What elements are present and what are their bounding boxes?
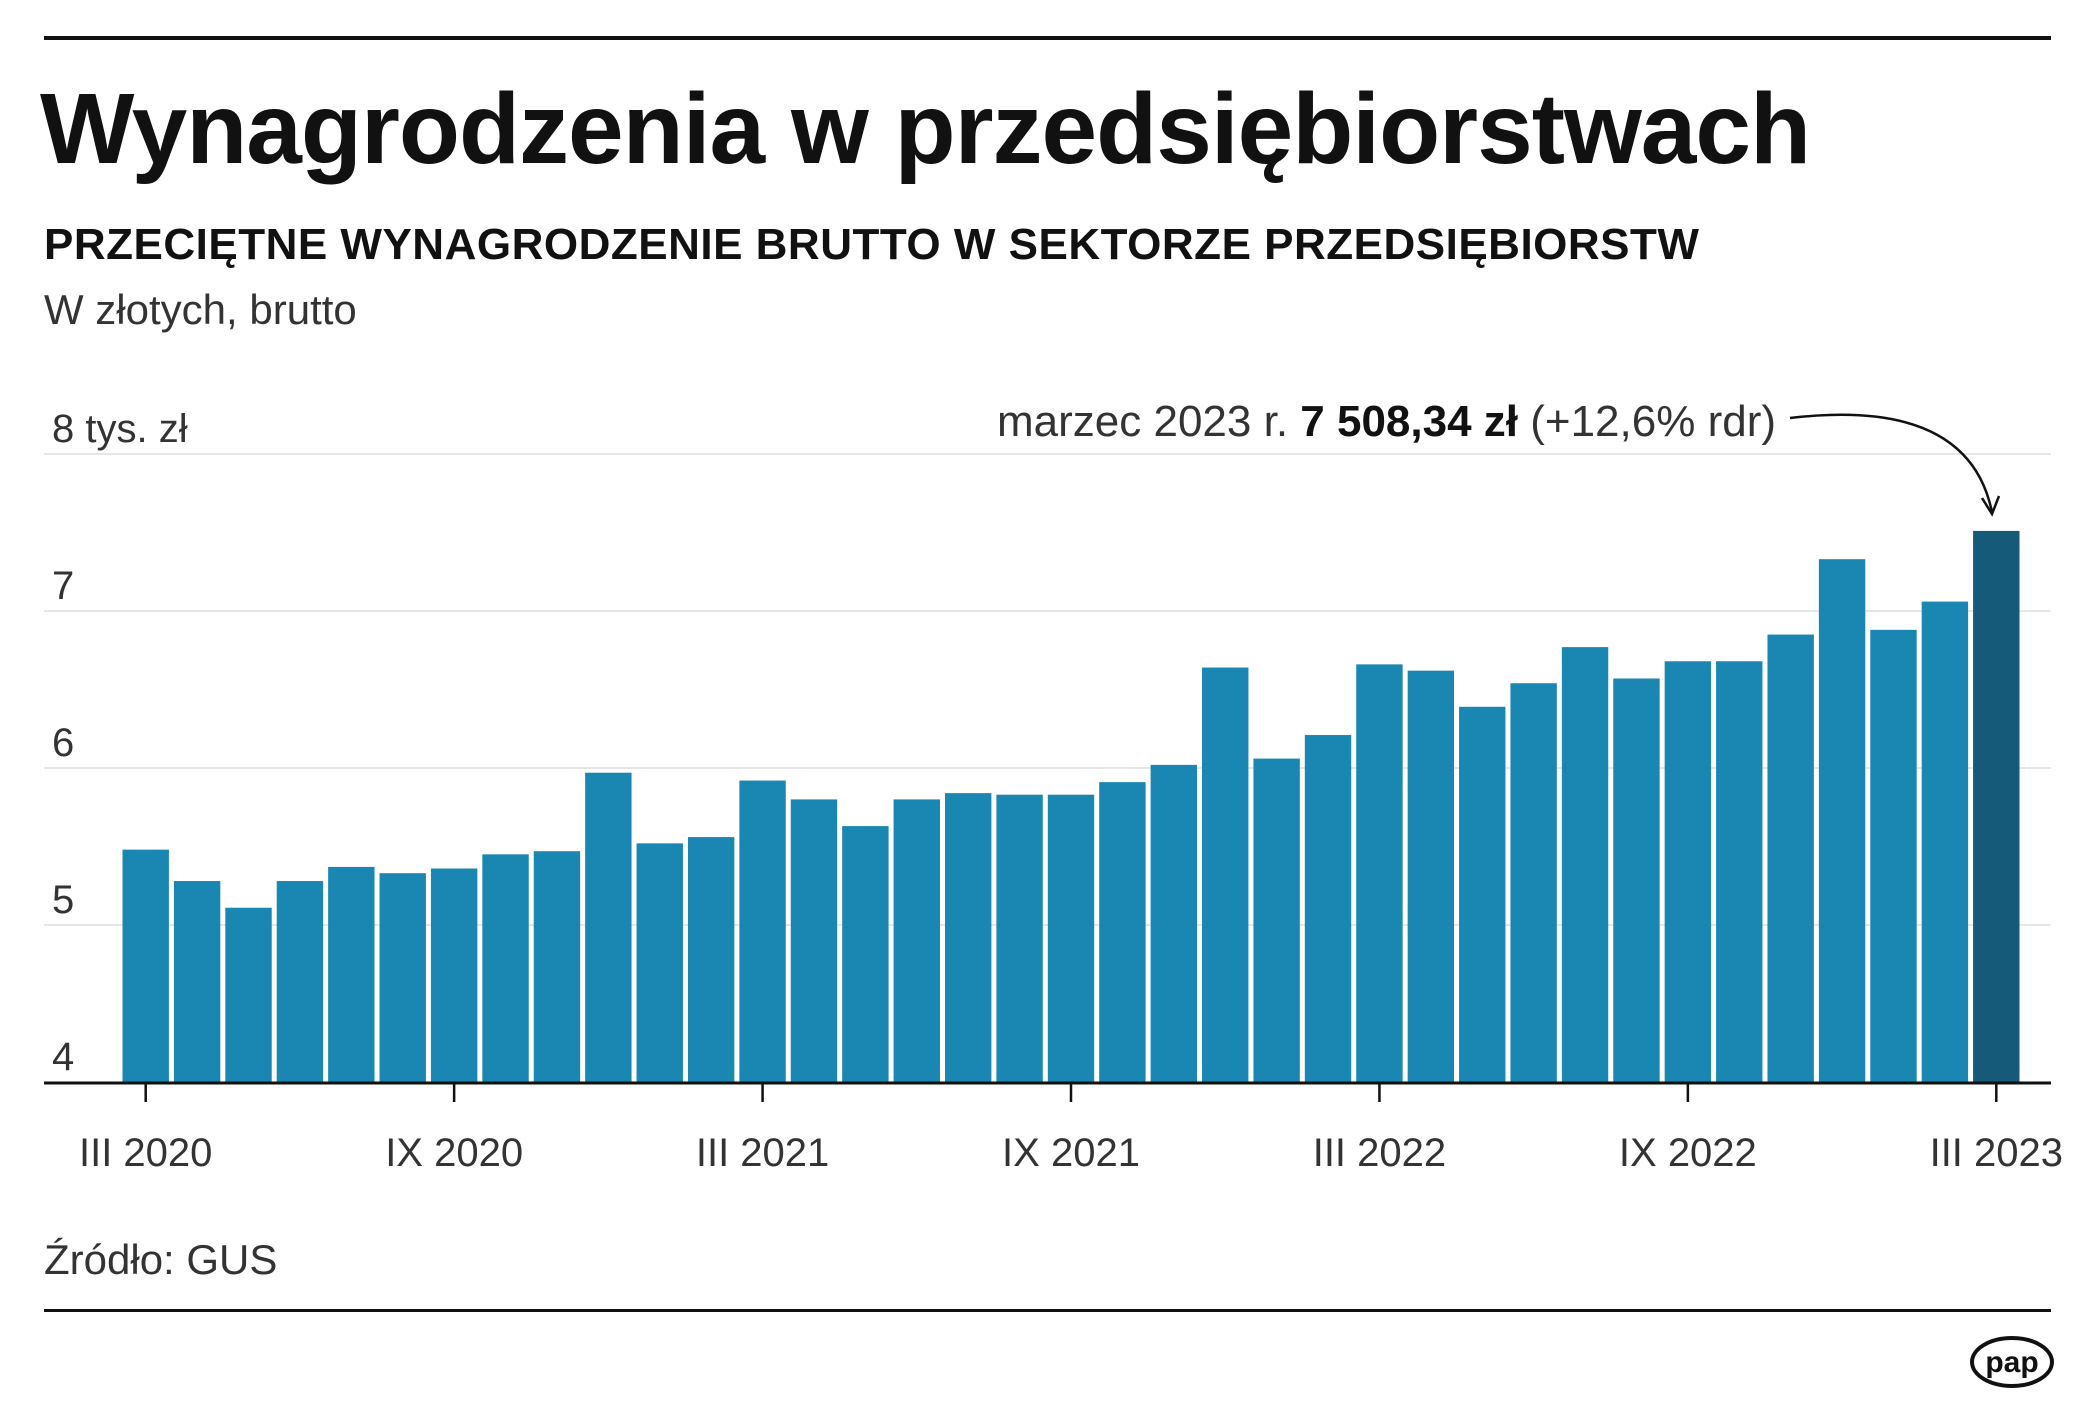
y-tick-label: 5: [52, 878, 74, 922]
arrow-head-icon: [1980, 495, 2001, 517]
bar-V-2020: [225, 907, 272, 1082]
bar-V-2022: [1459, 706, 1506, 1082]
bar-XI-2021: [1150, 764, 1198, 1082]
x-tick-label: IX 2020: [385, 1131, 523, 1175]
bar-IX-2021: [1047, 794, 1095, 1082]
bar-XII-2021: [1202, 667, 1249, 1082]
x-tick-label: III 2020: [79, 1131, 212, 1175]
chart-subtitle: PRZECIĘTNE WYNAGRODZENIE BRUTTO W SEKTOR…: [44, 220, 1700, 269]
bar-IV-2021: [790, 799, 838, 1082]
annotation-value: 7 508,34 zł: [1300, 397, 1518, 446]
bar-XII-2020: [585, 772, 632, 1082]
x-tick-label: IX 2021: [1002, 1131, 1140, 1175]
annotation-label: marzec 2023 r. 7 508,34 zł (+12,6% rdr): [997, 397, 1776, 446]
y-tick-label: 4: [52, 1035, 74, 1079]
bar-VIII-2021: [996, 794, 1043, 1082]
bar-VI-2020: [276, 881, 324, 1082]
bar-VIII-2020: [379, 873, 426, 1082]
y-tick-label: 7: [52, 564, 74, 608]
bar-VII-2021: [944, 793, 992, 1082]
bar-IX-2020: [430, 868, 478, 1082]
unit-note: W złotych, brutto: [44, 286, 357, 333]
bar-III-2023: [1973, 530, 2020, 1082]
bar-IV-2020: [173, 881, 221, 1082]
x-tick-label: III 2021: [696, 1131, 829, 1175]
bar-X-2022: [1716, 661, 1763, 1082]
annotation-suffix: (+12,6% rdr): [1518, 397, 1776, 446]
annotation-arrow: [1789, 413, 1994, 513]
bar-XII-2022: [1818, 559, 1866, 1082]
bar-II-2021: [687, 837, 735, 1082]
bar-VII-2022: [1561, 647, 1609, 1082]
x-tick-label: III 2023: [1930, 1131, 2063, 1175]
bar-XI-2020: [533, 851, 581, 1082]
x-tick-label: III 2022: [1313, 1131, 1446, 1175]
bar-X-2021: [1099, 782, 1146, 1082]
svg-text:pap: pap: [1985, 1346, 2038, 1379]
bar-I-2023: [1870, 629, 1917, 1082]
bar-V-2021: [842, 826, 889, 1082]
bar-I-2021: [636, 843, 683, 1082]
y-tick-label: 6: [52, 721, 74, 765]
bar-VI-2021: [893, 799, 940, 1082]
bar-IV-2022: [1407, 670, 1455, 1082]
annotation-prefix: marzec 2023 r.: [997, 397, 1300, 446]
bar-IX-2022: [1664, 661, 1712, 1082]
bar-VIII-2022: [1613, 678, 1660, 1082]
page-title: Wynagrodzenia w przedsiębiorstwach: [40, 73, 1811, 185]
pap-logo: pap: [1970, 1336, 2054, 1388]
bar-VII-2020: [328, 866, 375, 1082]
bar-XI-2022: [1767, 634, 1814, 1082]
bar-VI-2022: [1510, 683, 1557, 1082]
bottom-rule: [44, 1309, 2051, 1312]
bar-I-2022: [1253, 758, 1300, 1082]
source-note: Źródło: GUS: [44, 1236, 278, 1283]
bar-III-2022: [1356, 664, 1403, 1082]
bar-II-2023: [1921, 601, 1969, 1082]
top-rule: [44, 36, 2051, 40]
bar-II-2022: [1304, 735, 1352, 1082]
bar-X-2020: [482, 854, 529, 1082]
bar-III-2021: [739, 780, 786, 1082]
y-tick-label: 8 tys. zł: [52, 407, 188, 451]
x-tick-label: IX 2022: [1619, 1131, 1757, 1175]
bar-III-2020: [122, 849, 169, 1082]
